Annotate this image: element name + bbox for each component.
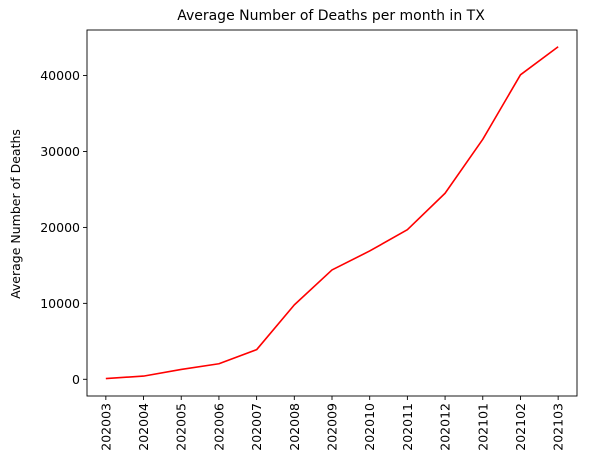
chart-title: Average Number of Deaths per month in TX (177, 8, 485, 24)
x-tick-label: 202011 (400, 403, 415, 451)
x-tick-label: 202101 (475, 403, 490, 451)
series-line (106, 47, 558, 379)
x-tick-label: 202003 (98, 403, 113, 451)
x-tick-label: 202005 (174, 403, 189, 451)
x-tick-label: 202004 (136, 403, 151, 451)
x-tick-label: 202007 (249, 403, 264, 451)
x-tick-label: 202009 (325, 403, 340, 451)
y-tick-label: 20000 (40, 220, 80, 235)
y-tick-label: 30000 (40, 144, 80, 159)
x-tick-label: 202010 (362, 403, 377, 451)
x-tick-label: 202102 (513, 403, 528, 451)
y-tick-label: 40000 (40, 68, 80, 83)
plot-frame (87, 30, 577, 396)
x-tick-label: 202012 (438, 403, 453, 451)
x-tick-label: 202103 (551, 403, 566, 451)
y-tick-label: 10000 (40, 296, 80, 311)
x-tick-label: 202006 (211, 403, 226, 451)
y-axis-label: Average Number of Deaths (8, 129, 23, 299)
y-tick-label: 0 (72, 372, 80, 387)
series-layer (106, 47, 559, 379)
y-axis: 0 10000 20000 30000 40000 (40, 68, 87, 387)
x-axis: 202003 202004 202005 202006 202007 202008 2020… (98, 396, 565, 451)
x-tick-label: 202008 (287, 403, 302, 451)
